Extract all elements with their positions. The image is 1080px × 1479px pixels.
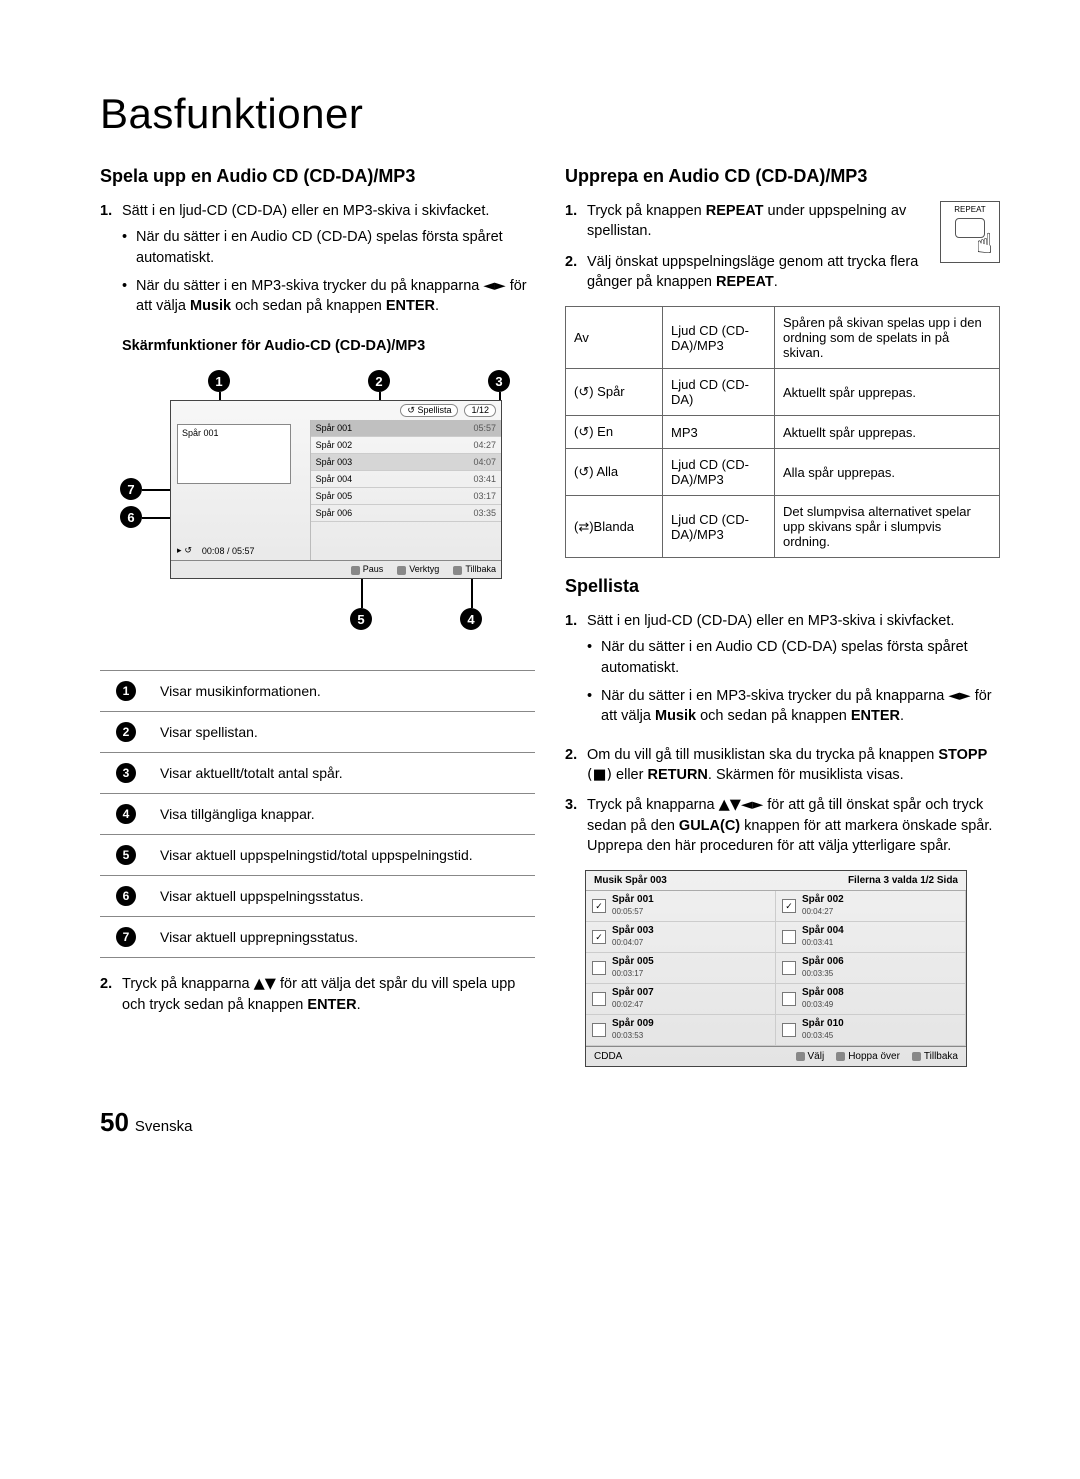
music-item: Spår 00800:03:49 <box>776 984 966 1015</box>
screen-mock-1: 1 2 3 7 6 5 4 ↺ Spellista 1/12 <box>120 370 535 650</box>
section-repeat-heading: Upprepa en Audio CD (CD-DA)/MP3 <box>565 166 1000 187</box>
step-number: 3. <box>565 795 587 856</box>
callout-5: 5 <box>350 608 372 630</box>
music-item: Spår 00500:03:17 <box>586 953 776 984</box>
music-item: ✓Spår 00100:05:57 <box>586 891 776 922</box>
foot-paus: Paus <box>351 564 384 574</box>
bullet: När du sätter i en MP3-skiva trycker du … <box>587 686 1000 727</box>
callout-6: 6 <box>120 506 142 528</box>
music-item: ✓Spår 00300:04:07 <box>586 922 776 953</box>
step-text: Om du vill gå till musiklistan ska du tr… <box>587 745 1000 786</box>
page-title: Basfunktioner <box>100 90 1000 138</box>
page-lang: Svenska <box>135 1118 193 1135</box>
step-number: 1. <box>565 201 587 242</box>
music-item: Spår 01000:03:45 <box>776 1015 966 1046</box>
page-footer: 50 Svenska <box>100 1107 1000 1138</box>
time-indicator: 00:08 / 05:57 <box>202 546 255 556</box>
cover-box: Spår 001 <box>177 424 291 484</box>
legend-table: 1Visar musikinformationen. 2Visar spelli… <box>100 670 535 958</box>
section-play-heading: Spela upp en Audio CD (CD-DA)/MP3 <box>100 166 535 187</box>
screen2-foot-left: CDDA <box>594 1051 622 1062</box>
step-text: Välj önskat uppspelningsläge genom att t… <box>587 252 930 293</box>
screen-counter: 1/12 <box>464 404 496 417</box>
subheading-screen-functions: Skärmfunktioner för Audio-CD (CD-DA)/MP3 <box>122 338 535 354</box>
step-number: 2. <box>565 252 587 293</box>
foot-tillbaka: Tillbaka <box>453 564 496 574</box>
music-item: Spår 00400:03:41 <box>776 922 966 953</box>
step-text: Sätt i en ljud-CD (CD-DA) eller en MP3-s… <box>587 613 954 629</box>
callout-7: 7 <box>120 478 142 500</box>
callout-2: 2 <box>368 370 390 392</box>
repeat-modes-table: AvLjud CD (CD-DA)/MP3Spåren på skivan sp… <box>565 306 1000 558</box>
music-item: Spår 00900:03:53 <box>586 1015 776 1046</box>
right-column: Upprepa en Audio CD (CD-DA)/MP3 REPEAT ☝… <box>565 158 1000 1067</box>
foot-hoppa: Hoppa över <box>836 1051 900 1062</box>
foot-verktyg: Verktyg <box>397 564 439 574</box>
callout-4: 4 <box>460 608 482 630</box>
callout-1: 1 <box>208 370 230 392</box>
page-number: 50 <box>100 1107 129 1138</box>
bullet: När du sätter i en Audio CD (CD-DA) spel… <box>587 637 1000 678</box>
step-number: 1. <box>565 611 587 734</box>
foot-back: Tillbaka <box>912 1051 958 1062</box>
music-item: ✓Spår 00200:04:27 <box>776 891 966 922</box>
hand-icon: ☝ <box>976 230 993 258</box>
foot-valj: Välj <box>796 1051 825 1062</box>
repeat-button-graphic: REPEAT ☝ <box>940 201 1000 263</box>
track-list: Spår 00105:57 Spår 00204:27 Spår 00304:0… <box>311 420 501 522</box>
music-item: Spår 00600:03:35 <box>776 953 966 984</box>
step-text: Tryck på knapparna ▲▼ för att välja det … <box>122 974 535 1015</box>
bullet: När du sätter i en Audio CD (CD-DA) spel… <box>122 227 535 268</box>
music-item: Spår 00700:02:47 <box>586 984 776 1015</box>
step-number: 1. <box>100 201 122 324</box>
screen-spellista-label: ↺ Spellista <box>400 404 458 417</box>
step-number: 2. <box>100 974 122 1015</box>
repeat-icon: ▸ ↺ <box>177 546 192 556</box>
callout-3: 3 <box>488 370 510 392</box>
step-number: 2. <box>565 745 587 786</box>
step-text: Tryck på knappen REPEAT under uppspelnin… <box>587 201 930 242</box>
section-spellista-heading: Spellista <box>565 576 1000 597</box>
step-text: Sätt i en ljud-CD (CD-DA) eller en MP3-s… <box>122 203 489 219</box>
step-text: Tryck på knapparna ▲▼◄► för att gå till … <box>587 795 1000 856</box>
bullet: När du sätter i en MP3-skiva trycker du … <box>122 276 535 317</box>
music-list-screen: Musik Spår 003 Filerna 3 valda 1/2 Sida … <box>585 870 967 1067</box>
screen2-title: Musik Spår 003 <box>594 875 667 886</box>
screen2-status: Filerna 3 valda 1/2 Sida <box>848 875 958 886</box>
left-column: Spela upp en Audio CD (CD-DA)/MP3 1. Sät… <box>100 158 535 1067</box>
